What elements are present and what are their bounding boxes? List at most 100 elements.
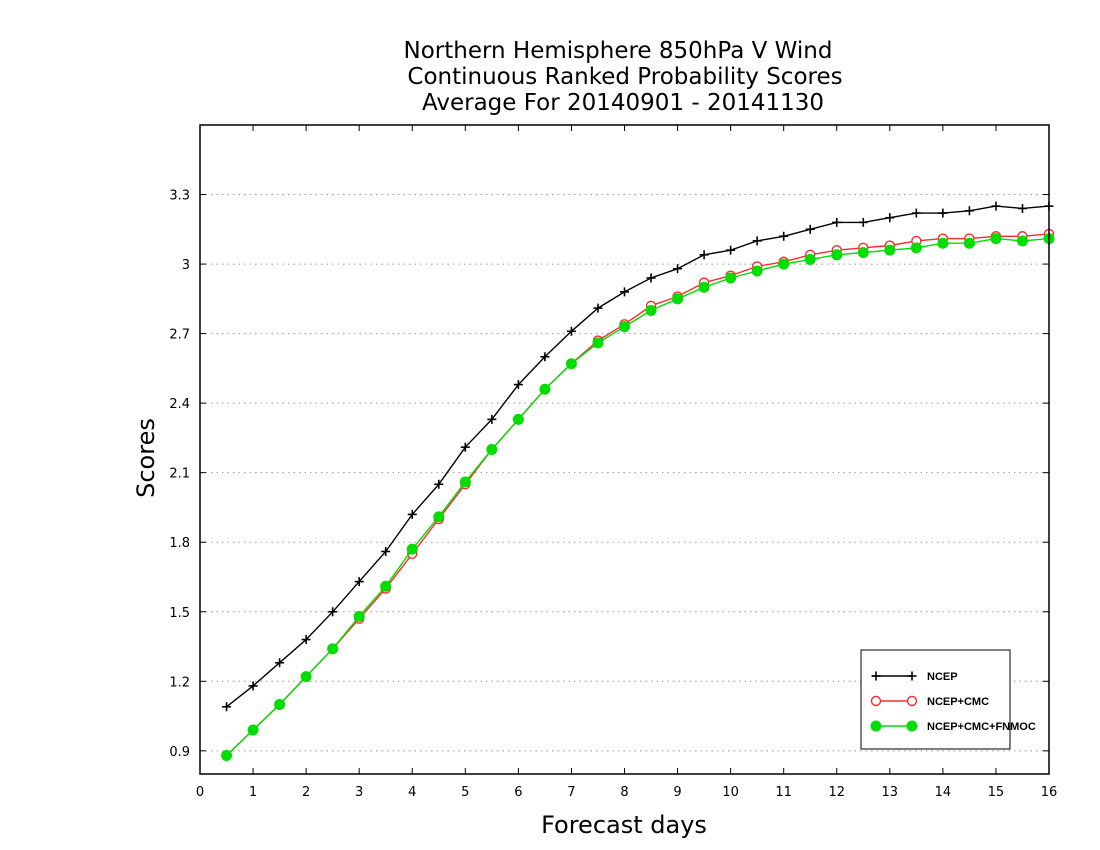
data-point-ncep-cmc-fnmoc: [910, 242, 922, 254]
x-tick-label: 15: [988, 785, 1005, 800]
legend-marker: [906, 695, 918, 707]
data-point-ncep-cmc-fnmoc: [804, 253, 816, 265]
x-tick-label: 2: [302, 785, 310, 800]
data-point-ncep-cmc-fnmoc: [884, 244, 896, 256]
series-ncep-cmc-fnmoc: [221, 233, 1055, 761]
legend-item-ncep-cmc: NCEP+CMC: [870, 695, 989, 708]
x-tick-label: 8: [620, 785, 628, 800]
y-tick-label: 2.4: [169, 397, 190, 412]
data-point-ncep: [805, 224, 815, 234]
data-point-ncep: [354, 577, 364, 587]
data-point-ncep: [328, 607, 338, 617]
data-point-ncep: [540, 352, 550, 362]
data-point-ncep-cmc-fnmoc: [353, 610, 365, 622]
chart-title-line-3: Average For 20140901 - 20141130: [422, 90, 824, 116]
data-point-ncep: [460, 442, 470, 452]
data-point-ncep: [434, 479, 444, 489]
data-point-ncep-cmc-fnmoc: [645, 304, 657, 316]
data-point-ncep-cmc-fnmoc: [990, 233, 1002, 245]
data-point-ncep: [407, 509, 417, 519]
chart-title-line-2: Continuous Ranked Probability Scores: [407, 64, 842, 90]
x-tick-label: 7: [567, 785, 575, 800]
legend-marker: [870, 720, 882, 732]
data-point-ncep: [301, 635, 311, 645]
data-point-ncep: [726, 245, 736, 255]
data-point-ncep: [620, 287, 629, 297]
series-lines: [221, 201, 1055, 761]
data-point-ncep-cmc-fnmoc: [274, 698, 286, 710]
data-point-ncep: [991, 201, 1001, 211]
data-point-ncep-cmc-fnmoc: [300, 671, 312, 683]
data-point-ncep-cmc-fnmoc: [539, 383, 551, 395]
y-tick-label: 1.8: [169, 536, 190, 551]
y-tick-label: 3: [182, 258, 190, 273]
data-point-ncep-cmc-fnmoc: [831, 249, 843, 261]
data-point-ncep-cmc-fnmoc: [725, 272, 737, 284]
data-point-ncep: [885, 213, 895, 223]
data-point-ncep: [832, 217, 842, 227]
x-tick-label: 10: [722, 785, 739, 800]
data-point-ncep: [911, 208, 921, 218]
legend-item-ncep: NCEP: [871, 671, 958, 683]
data-point-ncep-cmc-fnmoc: [1016, 235, 1028, 247]
data-point-ncep-cmc-fnmoc: [672, 293, 684, 305]
data-point-ncep-cmc-fnmoc: [406, 543, 418, 555]
legend-marker: [907, 671, 917, 681]
y-tick-label: 0.9: [169, 745, 190, 760]
data-point-ncep: [938, 208, 948, 218]
data-point-ncep: [646, 273, 656, 283]
data-point-ncep: [222, 702, 232, 712]
data-point-ncep: [566, 326, 576, 336]
legend-label: NCEP+CMC+FNMOC: [927, 721, 1036, 733]
data-point-ncep: [673, 264, 683, 274]
data-point-ncep-cmc-fnmoc: [778, 258, 790, 270]
data-point-ncep: [513, 380, 523, 390]
x-tick-label: 14: [935, 785, 952, 800]
data-point-ncep-cmc-fnmoc: [327, 643, 339, 655]
data-point-ncep-cmc-fnmoc: [963, 237, 975, 249]
data-point-ncep-cmc-fnmoc: [486, 444, 498, 455]
x-tick-label: 3: [355, 785, 363, 800]
data-point-ncep-cmc-fnmoc: [937, 237, 949, 249]
legend-item-ncep-cmc-fnmoc: NCEP+CMC+FNMOC: [870, 720, 1036, 733]
y-tick-label: 1.5: [169, 606, 190, 621]
x-axis-title: Forecast days: [541, 811, 707, 839]
data-point-ncep-cmc-fnmoc: [221, 749, 233, 761]
data-point-ncep-cmc-fnmoc: [459, 476, 471, 488]
data-point-ncep-cmc-fnmoc: [619, 321, 630, 333]
x-tick-label: 0: [196, 785, 204, 800]
x-tick-label: 5: [461, 785, 469, 800]
data-point-ncep-cmc-fnmoc: [565, 358, 577, 370]
legend-marker: [871, 671, 881, 681]
data-point-ncep-cmc-fnmoc: [512, 413, 524, 425]
chart-legend: NCEP NCEP+CMC NCEP+CMC+FNMOC: [860, 649, 1036, 750]
data-point-ncep-cmc-fnmoc: [698, 281, 710, 293]
y-tick-label: 2.7: [169, 328, 190, 343]
legend-box: [860, 649, 1011, 750]
y-axis-title: Scores: [132, 418, 160, 498]
data-point-ncep: [779, 231, 789, 241]
x-tick-label: 1: [249, 785, 257, 800]
data-point-ncep: [487, 414, 497, 424]
y-tick-label: 1.2: [169, 675, 190, 690]
data-point-ncep: [275, 658, 285, 668]
x-axis-ticks: 0 1 2 3 4 5 6 7 8 9 10 11 12 13 14 15 16: [196, 125, 1057, 800]
series-line-ncep: [226, 205, 1050, 708]
data-point-ncep-cmc-fnmoc: [433, 511, 445, 523]
legend-marker: [906, 720, 918, 732]
y-tick-label: 2.1: [169, 467, 190, 482]
data-point-ncep: [699, 250, 709, 260]
x-tick-label: 6: [514, 785, 522, 800]
x-tick-label: 13: [882, 785, 899, 800]
data-point-ncep-cmc-fnmoc: [247, 724, 259, 736]
y-axis-ticks: 0.9 1.2 1.5 1.8 2.1 2.4 2.7 3 3.3: [169, 189, 1049, 760]
x-tick-label: 9: [673, 785, 681, 800]
data-point-ncep: [593, 303, 603, 313]
x-tick-label: 4: [408, 785, 416, 800]
data-point-ncep-cmc-fnmoc: [857, 246, 869, 258]
data-point-ncep: [752, 236, 762, 246]
series-ncep: [222, 201, 1054, 712]
y-tick-label: 3.3: [169, 189, 190, 204]
legend-label: NCEP: [927, 671, 958, 683]
